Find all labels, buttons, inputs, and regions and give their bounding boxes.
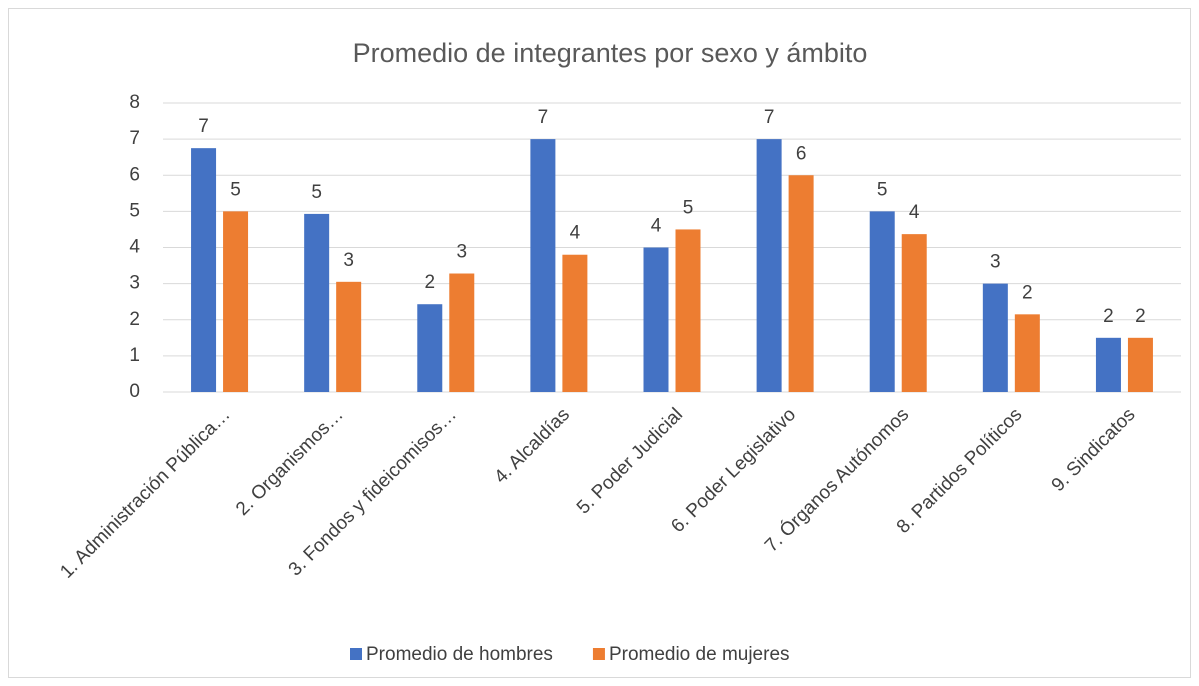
- bar: [530, 139, 556, 392]
- legend-swatch: [592, 648, 605, 660]
- value-label: 5: [311, 182, 322, 203]
- bar: [336, 281, 362, 392]
- value-label: 4: [570, 223, 581, 244]
- value-label: 3: [456, 242, 467, 263]
- legend-swatch: [350, 648, 362, 660]
- bar: [982, 283, 1008, 392]
- bar: [562, 254, 588, 392]
- bar: [1095, 337, 1121, 392]
- value-label: 7: [198, 116, 209, 137]
- value-label: 2: [424, 272, 435, 293]
- value-label: 3: [343, 250, 354, 271]
- bar: [788, 175, 814, 392]
- bar: [304, 213, 330, 392]
- bar: [643, 247, 669, 392]
- value-label: 5: [877, 179, 888, 200]
- value-label: 7: [538, 107, 549, 128]
- value-label: 2: [1022, 282, 1033, 303]
- value-label: 2: [1135, 306, 1146, 327]
- bar: [1127, 337, 1153, 392]
- bar: [417, 304, 443, 392]
- y-tick-label: 7: [129, 128, 140, 149]
- legend-label: Promedio de mujeres: [609, 644, 790, 665]
- bar: [869, 211, 895, 392]
- value-label: 3: [990, 252, 1001, 273]
- value-label: 4: [909, 202, 920, 223]
- bar: [223, 211, 249, 392]
- bar: [901, 234, 927, 392]
- y-tick-label: 8: [129, 92, 140, 113]
- y-tick-label: 5: [129, 200, 140, 221]
- value-label: 2: [1103, 306, 1114, 327]
- y-tick-label: 4: [129, 237, 140, 258]
- bar: [1014, 314, 1040, 392]
- bar: [191, 148, 217, 392]
- y-tick-label: 6: [129, 164, 140, 185]
- value-label: 4: [651, 216, 662, 237]
- chart-title: Promedio de integrantes por sexo y ámbit…: [353, 38, 868, 68]
- bar: [675, 229, 701, 392]
- bar: [756, 139, 782, 392]
- y-tick-label: 0: [129, 381, 140, 402]
- value-label: 6: [796, 143, 807, 164]
- value-label: 5: [683, 197, 694, 218]
- value-label: 5: [230, 179, 241, 200]
- value-label: 7: [764, 107, 775, 128]
- y-tick-label: 2: [129, 309, 140, 330]
- bar: [449, 273, 475, 392]
- chart-border: [8, 8, 1191, 678]
- legend-label: Promedio de hombres: [366, 644, 553, 665]
- y-tick-label: 3: [129, 273, 140, 294]
- y-tick-label: 1: [129, 345, 140, 366]
